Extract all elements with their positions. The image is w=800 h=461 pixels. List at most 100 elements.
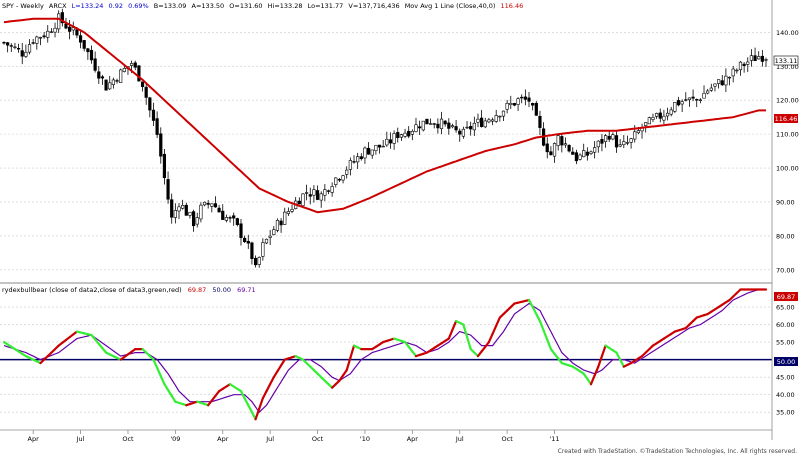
fast-line-segment <box>272 370 279 379</box>
indicator-y-axis: 35.00 40.00 45.00 55.00 60.00 65.00 <box>776 304 795 417</box>
candle-down <box>425 118 429 125</box>
candle-up <box>345 169 349 175</box>
price-tick-label: 80.00 <box>776 232 795 240</box>
candle-down <box>93 58 97 71</box>
candle-up <box>687 97 692 101</box>
candle-up <box>38 37 43 39</box>
indicator-header: rydexbullbear (close of data2,close of d… <box>2 286 256 294</box>
candle-down <box>443 120 447 125</box>
candle-down <box>691 96 695 99</box>
candle-up <box>312 189 316 196</box>
fast-line-segment <box>156 366 162 378</box>
candle-up <box>428 123 433 125</box>
price-header: SPY - Weekly ARCX L=133.24 0.92 0.69% B=… <box>2 2 523 10</box>
candle-up <box>130 63 134 66</box>
fast-line <box>2 288 768 421</box>
fast-line-segment <box>600 344 607 358</box>
candle-up <box>593 147 597 153</box>
candle-down <box>600 139 604 144</box>
price-candles <box>2 8 768 268</box>
candle-up <box>272 229 276 235</box>
header-indicator-value: 116.46 <box>501 2 524 10</box>
candle-up <box>603 135 608 142</box>
candle-down <box>42 35 46 38</box>
candle-up <box>35 36 39 44</box>
candle-up <box>202 201 207 206</box>
header-change-pct: 0.69% <box>128 2 149 10</box>
candle-down <box>184 204 188 216</box>
candle-down <box>684 99 688 101</box>
candle-up <box>589 151 593 154</box>
candle-down <box>2 41 6 44</box>
candle-up <box>210 203 214 207</box>
candle-down <box>315 190 320 200</box>
candle-up <box>24 52 28 57</box>
indicator-last-label: 69.87 <box>777 293 796 301</box>
candle-up <box>334 177 338 185</box>
fast-line-segment <box>542 329 549 341</box>
candle-up <box>177 206 181 212</box>
x-tick-label: '11 <box>550 435 560 443</box>
header-change: 0.92 <box>109 2 123 10</box>
candle-up <box>713 83 717 87</box>
candle-down <box>742 63 746 66</box>
candle-down <box>144 86 148 98</box>
candle-up <box>71 27 75 31</box>
candle-down <box>159 133 163 157</box>
candle-up <box>414 124 418 133</box>
candle-down <box>78 35 83 43</box>
candle-up <box>636 130 640 134</box>
fast-line-segment <box>276 364 283 373</box>
header-last: L=133.24 <box>72 2 104 10</box>
candle-down <box>31 42 35 44</box>
candle-down <box>753 55 757 62</box>
fast-line-segment <box>619 358 625 368</box>
x-tick-label: Oct <box>312 435 324 443</box>
candle-up <box>698 99 702 101</box>
candle-up <box>673 101 677 112</box>
indicator-panel: 35.00 40.00 45.00 55.00 60.00 65.00 rydexbull… <box>0 286 798 421</box>
fast-line-segment <box>593 365 600 377</box>
candle-up <box>385 138 389 146</box>
footer-credit: Created with TradeStation. ©TradeStation… <box>558 448 797 455</box>
candle-up <box>370 149 374 156</box>
fast-line-segment <box>345 356 352 372</box>
candle-up <box>516 98 520 105</box>
candle-up <box>323 189 327 196</box>
candle-down <box>213 203 218 208</box>
fast-line-segment <box>527 298 534 309</box>
header-volume: V=137,716,436 <box>348 2 399 10</box>
price-tick-label: 120.00 <box>776 97 799 105</box>
price-y-axis: 70.0080.0090.00100.00110.00120.00130.001… <box>776 29 799 274</box>
baseline-label: 50.00 <box>777 358 796 366</box>
candle-up <box>552 143 557 157</box>
header-high: Hi=133.28 <box>268 2 303 10</box>
fast-line-segment <box>535 312 542 323</box>
candle-up <box>746 61 750 65</box>
candle-up <box>578 154 582 160</box>
candle-down <box>217 207 221 213</box>
candle-up <box>403 132 407 137</box>
candle-down <box>366 147 371 155</box>
candle-up <box>702 92 706 99</box>
x-tick-label: Oct <box>502 435 514 443</box>
ma-value-tag: 116.46 <box>774 114 798 123</box>
candle-down <box>9 45 13 47</box>
indicator-last-tag: 69.87 <box>774 292 798 301</box>
candle-down <box>97 71 101 79</box>
candle-down <box>151 109 156 121</box>
candle-up <box>680 101 684 105</box>
candle-up <box>487 119 491 123</box>
fast-line-segment <box>279 358 286 367</box>
indicator-tick-label: 35.00 <box>776 409 795 417</box>
candle-up <box>49 31 53 33</box>
candle-up <box>348 160 352 170</box>
candle-down <box>133 62 137 68</box>
fast-line-segment <box>159 374 166 386</box>
candle-up <box>662 115 666 121</box>
candle-down <box>352 161 356 163</box>
candle-up <box>181 205 185 209</box>
fast-line-segment <box>465 335 472 351</box>
candle-down <box>64 23 68 29</box>
